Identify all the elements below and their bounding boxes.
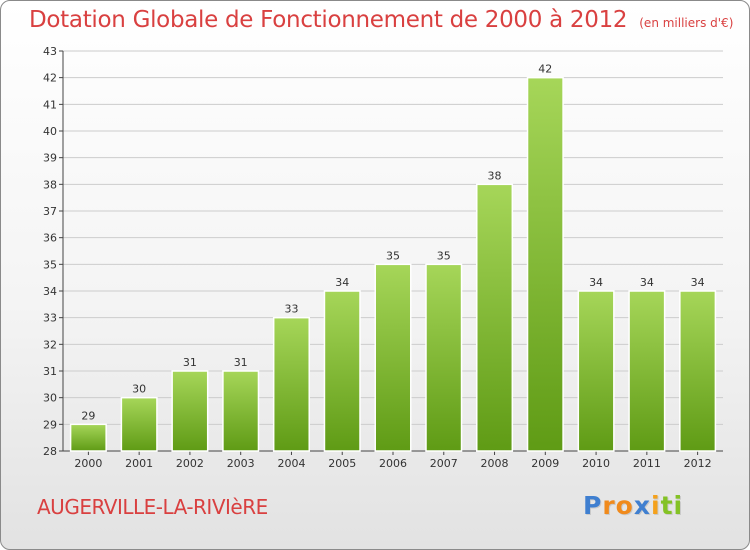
y-tick-label: 29	[43, 418, 57, 431]
data-label: 31	[234, 356, 248, 369]
y-tick-label: 35	[43, 258, 57, 271]
data-label: 34	[640, 276, 654, 289]
bar	[323, 290, 361, 452]
x-tick-label: 2012	[684, 457, 712, 470]
data-label: 33	[284, 303, 298, 316]
y-tick-label: 31	[43, 365, 57, 378]
bar	[679, 290, 717, 452]
x-tick-label: 2004	[277, 457, 305, 470]
x-tick-label: 2010	[582, 457, 610, 470]
y-tick-label: 30	[43, 392, 57, 405]
bars	[69, 76, 717, 452]
x-tick-label: 2002	[176, 457, 204, 470]
y-tick-label: 37	[43, 205, 57, 218]
unit-label: (en milliers d'€)	[639, 16, 734, 30]
y-tick-label: 34	[43, 285, 57, 298]
y-tick-label: 43	[43, 45, 57, 58]
tick-labels: 28 29 30 31 32 33 34 35 36 37 38 39 40 41 42 43 2000 2001…	[43, 45, 712, 470]
data-label: 29	[81, 409, 95, 422]
logo-letter-p: P	[583, 491, 603, 520]
chart-title: Dotation Globale de Fonctionnement de 20…	[29, 7, 733, 33]
data-label: 30	[132, 383, 146, 396]
x-tick-label: 2009	[531, 457, 559, 470]
y-tick-label: 38	[43, 178, 57, 191]
logo-letter-i: i	[650, 491, 661, 520]
x-tick-label: 2003	[227, 457, 255, 470]
bar	[171, 370, 209, 452]
data-label: 31	[183, 356, 197, 369]
bar	[374, 263, 412, 452]
data-label: 34	[589, 276, 603, 289]
bar	[272, 316, 310, 452]
logo-letter-x: x	[633, 491, 651, 520]
data-label: 38	[488, 169, 502, 182]
logo-letters-ro: ro	[602, 491, 634, 520]
bar	[120, 396, 158, 452]
y-tick-label: 36	[43, 232, 57, 245]
x-tick-label: 2007	[430, 457, 458, 470]
bar	[69, 423, 107, 452]
commune-name: AUGERVILLE-LA-RIVIèRE	[37, 495, 268, 519]
bar	[628, 290, 666, 452]
y-tick-label: 41	[43, 98, 57, 111]
proxiti-logo[interactable]: Proxiti	[583, 491, 683, 520]
data-label: 34	[691, 276, 705, 289]
data-label: 34	[335, 276, 349, 289]
x-tick-label: 2008	[481, 457, 509, 470]
x-tick-label: 2011	[633, 457, 661, 470]
y-tick-label: 40	[43, 125, 57, 138]
bar	[526, 76, 564, 452]
bar	[222, 370, 260, 452]
y-tick-label: 32	[43, 338, 57, 351]
data-labels: 29 30 31 31 33 34 35 35 38 42 34 34 34	[81, 63, 704, 423]
bar	[476, 183, 514, 452]
chart-title-text: Dotation Globale de Fonctionnement de 20…	[29, 7, 628, 33]
x-tick-label: 2001	[125, 457, 153, 470]
x-tick-label: 2000	[74, 457, 102, 470]
y-tick-label: 33	[43, 312, 57, 325]
bar	[425, 263, 463, 452]
logo-letters-ti: ti	[660, 491, 684, 520]
x-tick-label: 2006	[379, 457, 407, 470]
bar	[577, 290, 615, 452]
data-label: 35	[386, 249, 400, 262]
y-tick-label: 28	[43, 445, 57, 458]
y-tick-label: 42	[43, 72, 57, 85]
y-tick-label: 39	[43, 152, 57, 165]
data-label: 35	[437, 249, 451, 262]
x-tick-label: 2005	[328, 457, 356, 470]
data-label: 42	[538, 63, 552, 76]
